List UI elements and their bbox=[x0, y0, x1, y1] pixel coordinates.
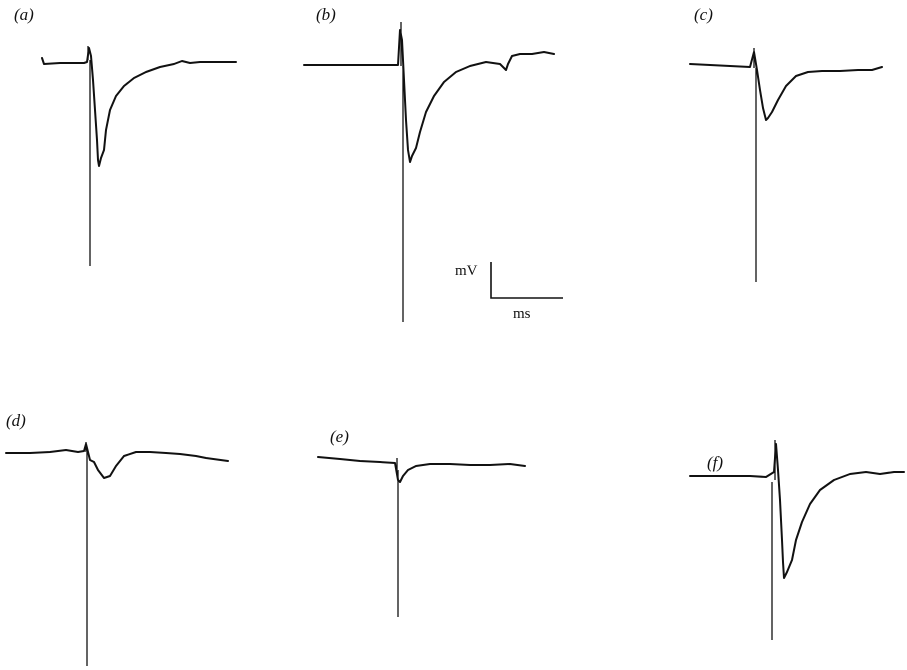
panel-a: (a) bbox=[14, 5, 237, 266]
panel-b: (b) bbox=[303, 5, 555, 322]
stimulus-artifact-b bbox=[400, 22, 404, 322]
waveform-trace-b bbox=[303, 29, 555, 163]
scale-bar: mV ms bbox=[455, 262, 563, 322]
stimulus-artifact-c bbox=[753, 48, 757, 282]
stimulus-artifact-a bbox=[87, 46, 91, 266]
panel-label-a: (a) bbox=[14, 5, 34, 24]
scale-bar-lines bbox=[490, 262, 563, 299]
panel-label-b: (b) bbox=[316, 5, 336, 24]
panel-label-c: (c) bbox=[694, 5, 713, 24]
stimulus-artifact-d bbox=[85, 442, 88, 666]
panel-label-e: (e) bbox=[330, 427, 349, 446]
waveform-trace-c bbox=[689, 51, 883, 121]
waveform-trace-e bbox=[317, 456, 526, 483]
waveform-trace-d bbox=[5, 443, 229, 479]
panel-d: (d) bbox=[5, 411, 229, 666]
stimulus-artifact-e bbox=[396, 458, 399, 617]
panel-c: (c) bbox=[689, 5, 883, 282]
panel-label-d: (d) bbox=[6, 411, 26, 430]
waveform-trace-a bbox=[41, 47, 237, 167]
panel-e: (e) bbox=[317, 427, 526, 617]
panel-label-f: (f) bbox=[707, 453, 723, 472]
panel-f: (f) bbox=[689, 440, 905, 640]
voltage-unit-label: mV bbox=[455, 263, 478, 279]
waveform-trace-f bbox=[689, 443, 905, 579]
time-unit-label: ms bbox=[513, 306, 531, 322]
